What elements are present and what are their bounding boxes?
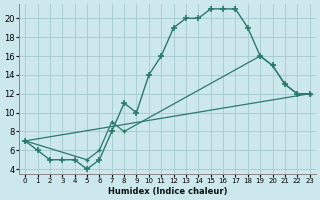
X-axis label: Humidex (Indice chaleur): Humidex (Indice chaleur) bbox=[108, 187, 227, 196]
